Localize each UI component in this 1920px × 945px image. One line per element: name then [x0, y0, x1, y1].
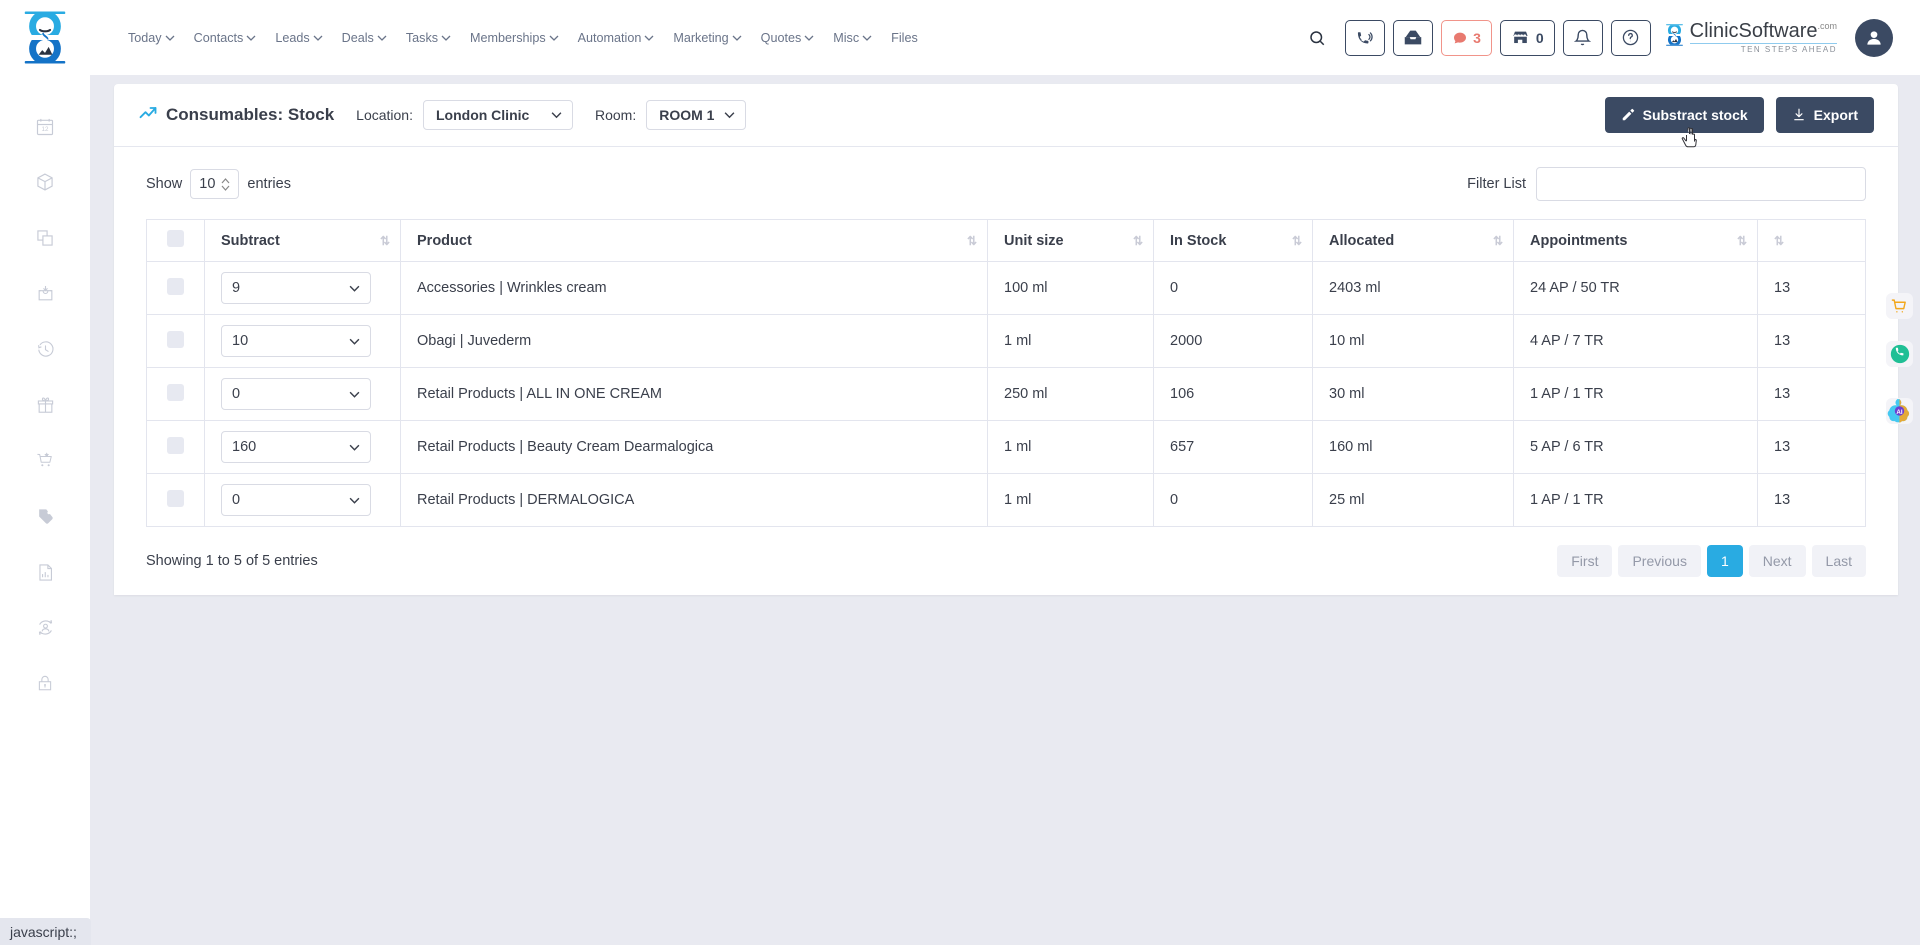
- svg-text:AI: AI: [1896, 408, 1902, 415]
- svg-text:12: 12: [42, 126, 49, 133]
